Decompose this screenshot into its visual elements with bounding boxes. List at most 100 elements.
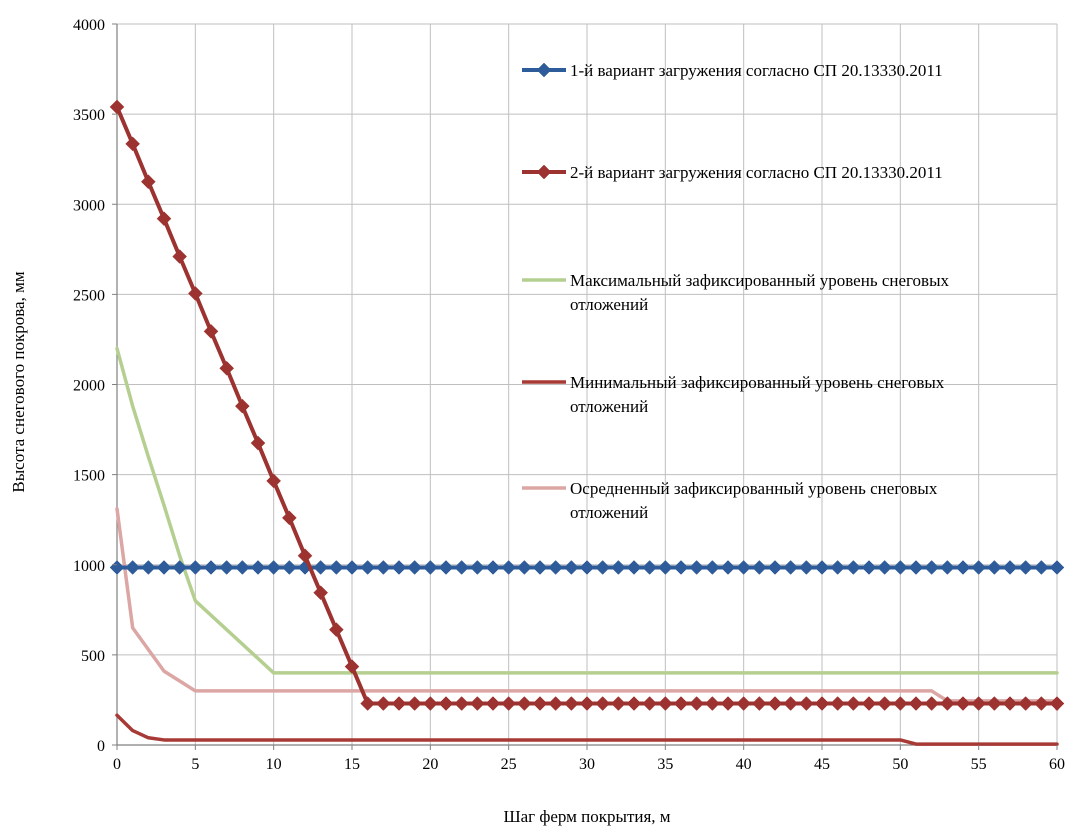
data-point-marker [861,560,877,575]
data-point-marker [485,696,501,711]
data-point-marker [563,560,579,575]
series-1 [109,560,1065,575]
data-point-marker [877,560,893,575]
data-point-marker [469,560,485,575]
x-tick-label: 5 [191,756,199,773]
data-point-marker [548,696,564,711]
data-point-marker [344,659,360,674]
x-tick-label: 15 [344,756,360,773]
data-point-marker [516,560,532,575]
data-point-marker [610,560,626,575]
data-point-marker [814,560,830,575]
data-point-marker [751,560,767,575]
legend-marker [536,164,552,180]
legend-label: Осредненный зафиксированный уровень снег… [570,479,938,498]
data-point-marker [892,696,908,711]
data-point-marker [642,560,658,575]
data-point-marker [673,696,689,711]
data-point-marker [532,696,548,711]
x-tick-label: 45 [814,756,830,773]
x-tick-label: 50 [892,756,908,773]
data-point-marker [939,560,955,575]
legend-label: отложений [570,295,648,314]
data-point-marker [422,696,438,711]
data-point-marker [595,696,611,711]
data-point-marker [908,560,924,575]
data-point-marker [234,560,250,575]
x-tick-label: 0 [113,756,121,773]
data-point-marker [798,696,814,711]
data-point-marker [845,696,861,711]
data-point-marker [407,560,423,575]
y-axis-title: Высота снегового покрова, мм [9,271,28,492]
data-point-marker [955,560,971,575]
data-point-marker [313,560,329,575]
data-point-marker [219,560,235,575]
data-point-marker [203,323,219,339]
data-point-marker [281,560,297,575]
series-line [115,713,1059,746]
data-point-marker [877,696,893,711]
data-point-marker [156,211,172,227]
data-point-marker [845,560,861,575]
y-tick-label: 500 [81,648,105,665]
series-4 [115,713,1059,746]
data-point-marker [657,696,673,711]
data-point-marker [704,560,720,575]
y-tick-label: 0 [97,738,105,755]
legend-label: отложений [570,503,648,522]
data-point-marker [1033,696,1049,711]
data-point-marker [1018,560,1034,575]
data-point-marker [438,696,454,711]
legend-label: 2-й вариант загружения согласно СП 20.13… [570,163,943,182]
y-tick-label: 2000 [73,378,105,395]
x-axis-title: Шаг ферм покрытия, м [503,807,670,826]
y-tick-label: 4000 [73,17,105,34]
data-point-marker [469,696,485,711]
data-point-marker [579,560,595,575]
legend-item-4: Минимальный зафиксированный уровень снег… [522,373,945,416]
data-point-marker [704,696,720,711]
legend-marker [536,62,552,78]
data-point-marker [736,696,752,711]
data-point-marker [109,99,125,115]
data-point-marker [830,560,846,575]
data-point-marker [1002,560,1018,575]
data-point-marker [172,249,188,264]
data-point-marker [736,560,752,575]
data-point-marker [830,696,846,711]
data-point-marker [297,548,313,564]
data-point-marker [125,560,141,575]
data-point-marker [579,696,595,711]
data-point-marker [1049,696,1065,711]
data-point-marker [156,560,172,575]
data-point-marker [861,696,877,711]
data-point-marker [767,560,783,575]
data-point-marker [986,560,1002,575]
data-point-marker [798,560,814,575]
data-point-marker [501,696,517,711]
legend-label: отложений [570,397,648,416]
data-point-marker [375,560,391,575]
x-tick-label: 25 [501,756,517,773]
legend-item-3: Максимальный зафиксированный уровень сне… [522,271,950,314]
data-point-marker [783,696,799,711]
data-point-marker [250,560,266,575]
data-point-marker [720,696,736,711]
data-point-marker [924,696,940,711]
data-point-marker [751,696,767,711]
data-point-marker [266,560,282,575]
data-point-marker [125,136,141,152]
data-point-marker [140,174,156,190]
data-point-marker [360,560,376,575]
data-point-marker [407,696,423,711]
series-line [115,104,1059,706]
data-point-marker [375,696,391,711]
data-point-marker [642,696,658,711]
data-point-marker [281,510,297,526]
tick-labels: 0 500 1000 1500 2000 2500 3000 3500 4000 0 5 10 15 20… [73,17,1065,773]
series-3 [115,346,1059,675]
data-point-marker [548,560,564,575]
data-point-marker [109,560,125,575]
legend-label: 1-й вариант загружения согласно СП 20.13… [570,61,943,80]
